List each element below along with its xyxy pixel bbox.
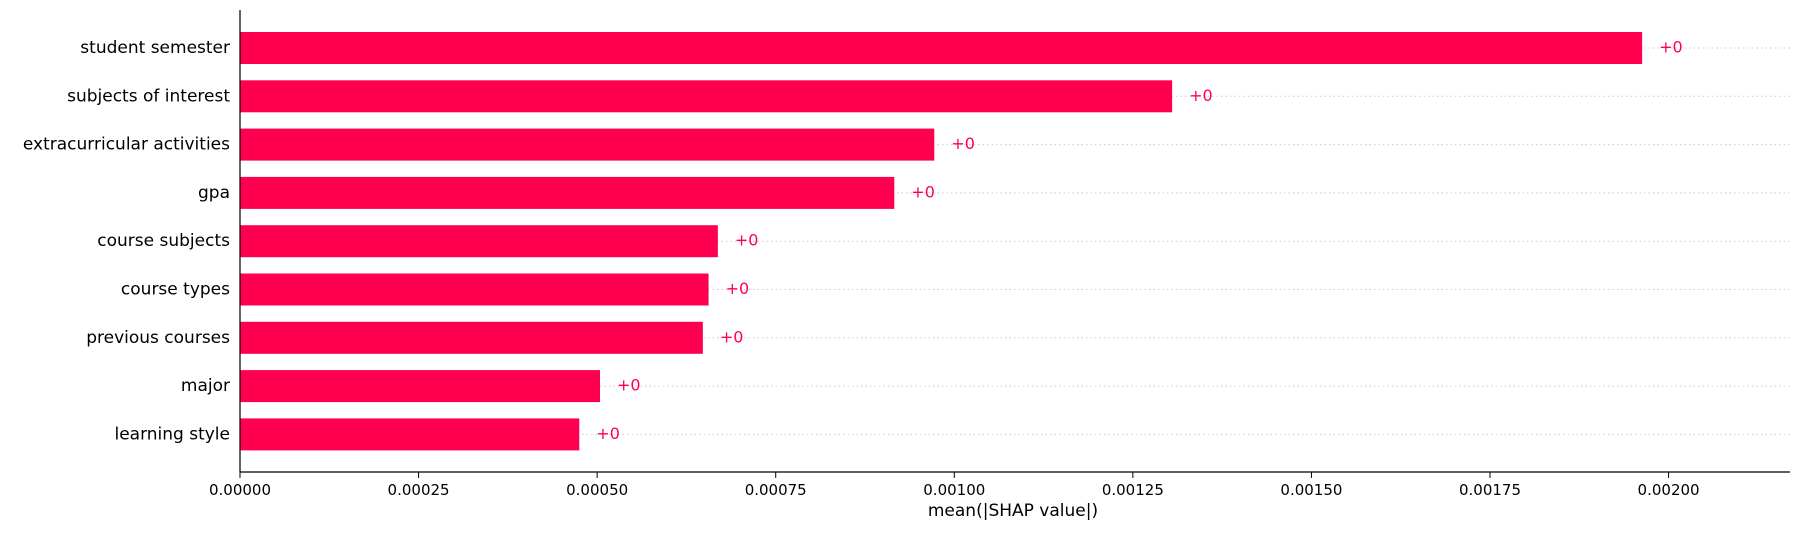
x-tick-label: 0.00025 (388, 481, 450, 499)
bar (240, 370, 600, 403)
category-labels: student semester subjects of interest extr… (23, 38, 230, 444)
bar-value-label: +0 (726, 279, 750, 298)
x-tick-label: 0.00100 (923, 481, 985, 499)
bar-value-label: +0 (617, 376, 641, 395)
category-label: course types (121, 280, 230, 300)
x-tick-label: 0.00150 (1280, 481, 1342, 499)
bar-value-label: +0 (911, 182, 935, 201)
category-label: subjects of interest (67, 86, 230, 106)
bar-value-label: +0 (735, 231, 759, 250)
bar (240, 321, 703, 354)
category-label: course subjects (97, 231, 230, 251)
category-label: extracurricular activities (23, 135, 230, 155)
bar (240, 225, 718, 258)
bar (240, 32, 1643, 64)
bar-value-label: +0 (951, 134, 975, 153)
category-label: gpa (198, 183, 230, 203)
bars (240, 32, 1643, 451)
x-tick-label: 0.00050 (566, 481, 628, 499)
axes (239, 10, 1790, 473)
bar (240, 418, 580, 451)
x-ticks: 0.00000 0.00025 0.00050 0.00075 0.00100 0.001… (209, 472, 1700, 499)
bar (240, 80, 1173, 113)
category-label: previous courses (86, 328, 230, 348)
x-axis-title: mean(|SHAP value|) (928, 501, 1098, 521)
category-label: learning style (114, 424, 230, 444)
bar (240, 273, 709, 306)
bar-value-label: +0 (1189, 86, 1213, 105)
data-labels: +0 +0 +0 +0 +0 +0 +0 +0 +0 (596, 38, 1682, 443)
x-tick-label: 0.00000 (209, 481, 271, 499)
bar (240, 128, 935, 161)
bar-value-label: +0 (596, 424, 620, 443)
bar-value-label: +0 (720, 327, 744, 346)
x-tick-label: 0.00125 (1102, 481, 1164, 499)
category-label: student semester (80, 38, 230, 58)
x-tick-label: 0.00075 (745, 481, 807, 499)
bar-value-label: +0 (1659, 38, 1683, 57)
category-label: major (181, 376, 230, 396)
x-tick-label: 0.00200 (1638, 481, 1700, 499)
bar (240, 176, 895, 209)
x-tick-label: 0.00175 (1459, 481, 1521, 499)
